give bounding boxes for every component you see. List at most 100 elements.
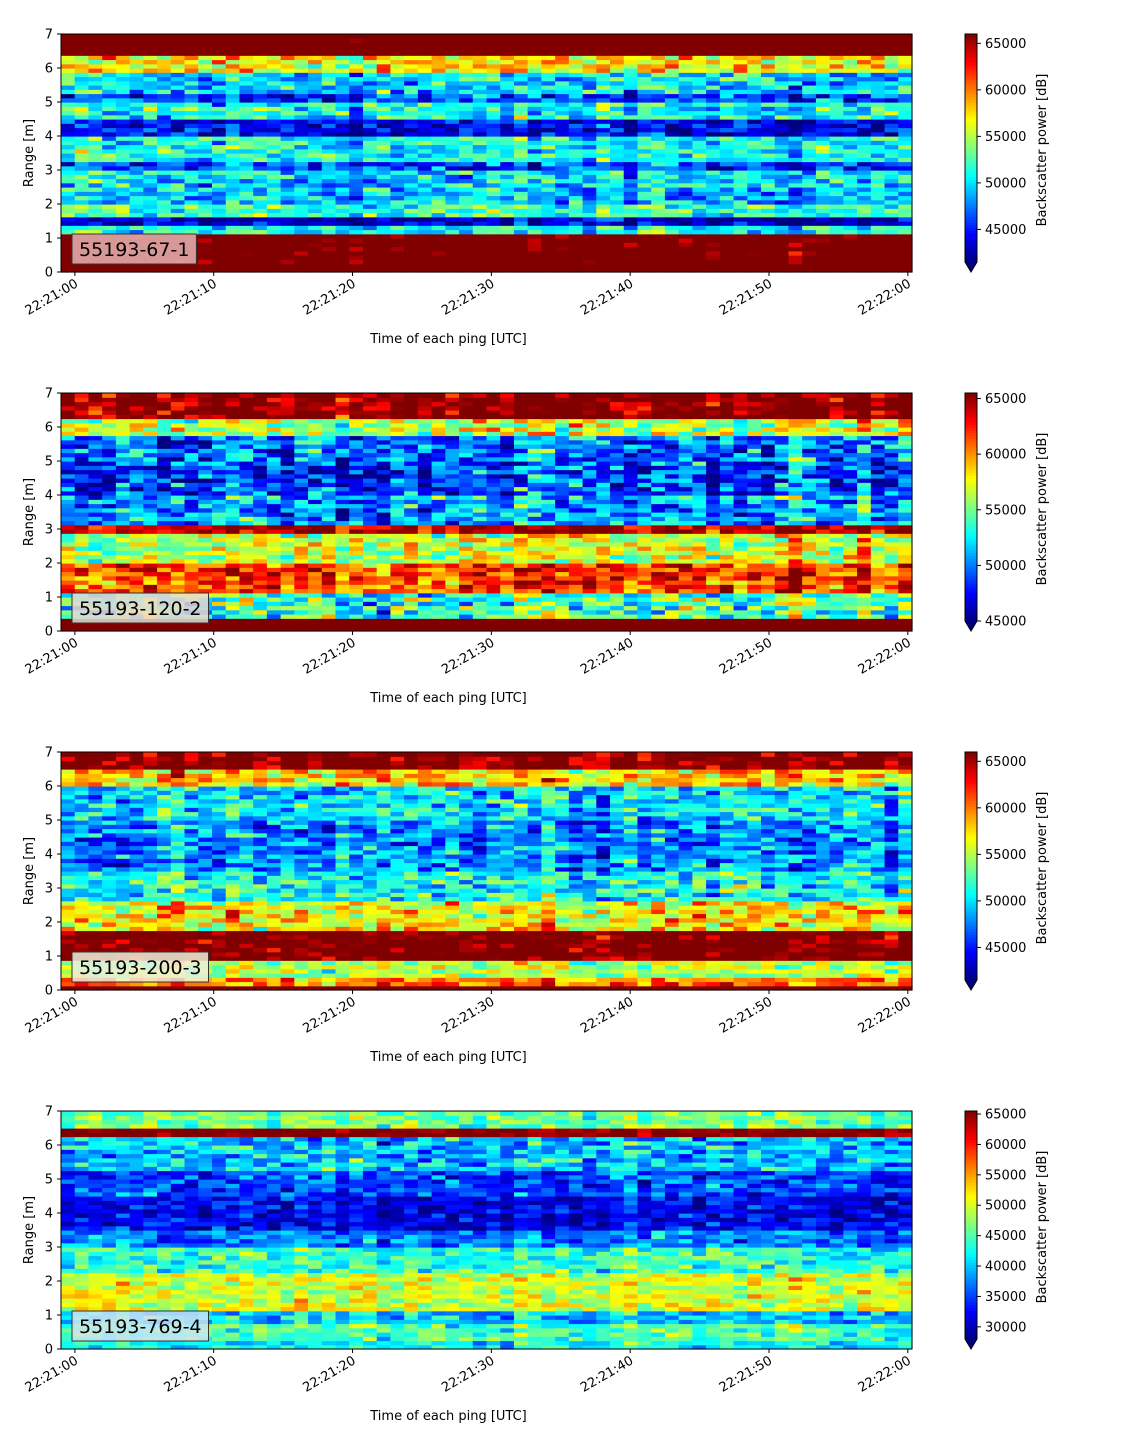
colorbar-tick-label: 30000	[985, 1320, 1026, 1335]
x-tick-label: 22:21:00	[23, 1353, 81, 1395]
x-tick-label: 22:22:00	[856, 994, 914, 1036]
y-tick-label: 3	[45, 164, 53, 179]
heatmap	[61, 1111, 913, 1350]
colorbar-tick-label: 65000	[985, 392, 1026, 407]
y-tick-label: 2	[45, 1275, 53, 1290]
x-axis-label: Time of each ping [UTC]	[369, 691, 527, 706]
colorbar-outline	[964, 751, 978, 991]
panel-4: 0 1 2 3 4 5 6 7 22:21:00 22:21:10 22:21:20 22:21:30…	[22, 1105, 1050, 1425]
panel-label: 55193-200-3	[79, 957, 202, 979]
colorbar-tick-label: 45000	[985, 941, 1026, 956]
axes-frame	[60, 751, 913, 991]
colorbar-tick-label: 60000	[985, 83, 1026, 98]
x-tick-label: 22:21:30	[439, 635, 497, 677]
colorbar-tick-label: 50000	[985, 894, 1026, 909]
colorbar-tick-label: 65000	[985, 1108, 1026, 1123]
colorbar: 30000 35000 40000 45000 50000 55000 60000 65000…	[964, 1108, 1050, 1350]
colorbar-tick-label: 55000	[985, 1168, 1026, 1183]
heatmap	[61, 393, 913, 632]
y-tick-label: 3	[45, 523, 53, 538]
y-tick-label: 6	[45, 62, 53, 77]
colorbar-tick-label: 60000	[985, 801, 1026, 816]
x-tick-label: 22:21:10	[162, 1353, 220, 1395]
y-axis-label: Range [m]	[22, 1196, 37, 1264]
x-tick-label: 22:22:00	[856, 276, 914, 318]
colorbar-outline	[964, 33, 978, 273]
colorbar-tick-label: 50000	[985, 176, 1026, 191]
y-tick-label: 4	[45, 1207, 53, 1222]
x-tick-label: 22:22:00	[856, 635, 914, 677]
x-tick-label: 22:21:20	[300, 276, 358, 318]
colorbar-label: Backscatter power [dB]	[1035, 433, 1050, 586]
heatmap	[61, 34, 913, 273]
x-tick-label: 22:21:30	[439, 994, 497, 1036]
x-tick-label: 22:21:10	[162, 635, 220, 677]
y-tick-label: 5	[45, 455, 53, 470]
colorbar-label: Backscatter power [dB]	[1035, 792, 1050, 945]
y-tick-label: 6	[45, 421, 53, 436]
x-tick-label: 22:21:50	[717, 276, 775, 318]
x-axis-label: Time of each ping [UTC]	[369, 332, 527, 347]
colorbar-tick-label: 50000	[985, 559, 1026, 574]
colorbar-tick-label: 40000	[985, 1260, 1026, 1275]
colorbar-extend-min	[965, 262, 977, 272]
x-tick-label: 22:21:30	[439, 1353, 497, 1395]
y-tick-label: 5	[45, 1173, 53, 1188]
y-tick-label: 3	[45, 882, 53, 897]
y-tick-label: 0	[45, 625, 53, 640]
y-tick-label: 1	[45, 591, 53, 606]
axes-frame	[60, 1110, 913, 1350]
y-tick-label: 0	[45, 984, 53, 999]
colorbar-extend-min	[965, 980, 977, 990]
colorbar: 45000 50000 55000 60000 65000 Backscatter pow…	[964, 751, 1050, 991]
y-tick-label: 5	[45, 96, 53, 111]
colorbar-extend-min	[965, 621, 977, 631]
y-axis-label: Range [m]	[22, 837, 37, 905]
y-tick-label: 6	[45, 780, 53, 795]
y-tick-label: 2	[45, 557, 53, 572]
colorbar-tick-label: 60000	[985, 1138, 1026, 1153]
x-tick-label: 22:21:40	[578, 994, 636, 1036]
x-tick-label: 22:21:40	[578, 1353, 636, 1395]
colorbar: 45000 50000 55000 60000 65000 Backscatter pow…	[964, 33, 1050, 273]
colorbar-tick-label: 45000	[985, 1229, 1026, 1244]
axes-frame	[60, 33, 913, 273]
y-tick-label: 1	[45, 232, 53, 247]
colorbar-tick-label: 45000	[985, 615, 1026, 630]
panel-label: 55193-769-4	[79, 1316, 202, 1338]
x-tick-label: 22:21:50	[717, 994, 775, 1036]
x-tick-label: 22:21:40	[578, 276, 636, 318]
y-tick-label: 2	[45, 916, 53, 931]
axes-frame	[60, 392, 913, 632]
colorbar-tick-label: 55000	[985, 130, 1026, 145]
x-tick-label: 22:21:30	[439, 276, 497, 318]
x-tick-label: 22:21:50	[717, 1353, 775, 1395]
y-tick-label: 0	[45, 266, 53, 281]
x-tick-label: 22:21:00	[23, 635, 81, 677]
y-tick-label: 4	[45, 489, 53, 504]
colorbar-tick-label: 50000	[985, 1199, 1026, 1214]
x-tick-label: 22:21:10	[162, 994, 220, 1036]
panel-label-box	[71, 592, 209, 624]
colorbar-tick-label: 60000	[985, 448, 1026, 463]
x-tick-label: 22:21:20	[300, 635, 358, 677]
y-tick-label: 7	[45, 387, 53, 402]
panel-label-box	[71, 233, 197, 265]
y-tick-label: 4	[45, 848, 53, 863]
panel-3: 0 1 2 3 4 5 6 7 22:21:00 22:21:10 22:21:20 22:21:30…	[22, 746, 1050, 1066]
colorbar-outline	[964, 392, 978, 632]
y-tick-label: 2	[45, 198, 53, 213]
x-axis-label: Time of each ping [UTC]	[369, 1409, 527, 1424]
colorbar-label: Backscatter power [dB]	[1035, 1151, 1050, 1304]
y-tick-label: 0	[45, 1343, 53, 1358]
y-axis-label: Range [m]	[22, 478, 37, 546]
colorbar-label: Backscatter power [dB]	[1035, 74, 1050, 227]
colorbar-extend-min	[965, 1339, 977, 1349]
panel-label: 55193-120-2	[79, 598, 202, 620]
x-axis-label: Time of each ping [UTC]	[369, 1050, 527, 1065]
y-tick-label: 1	[45, 1309, 53, 1324]
x-tick-label: 22:21:20	[300, 994, 358, 1036]
y-tick-label: 5	[45, 814, 53, 829]
x-tick-label: 22:21:20	[300, 1353, 358, 1395]
